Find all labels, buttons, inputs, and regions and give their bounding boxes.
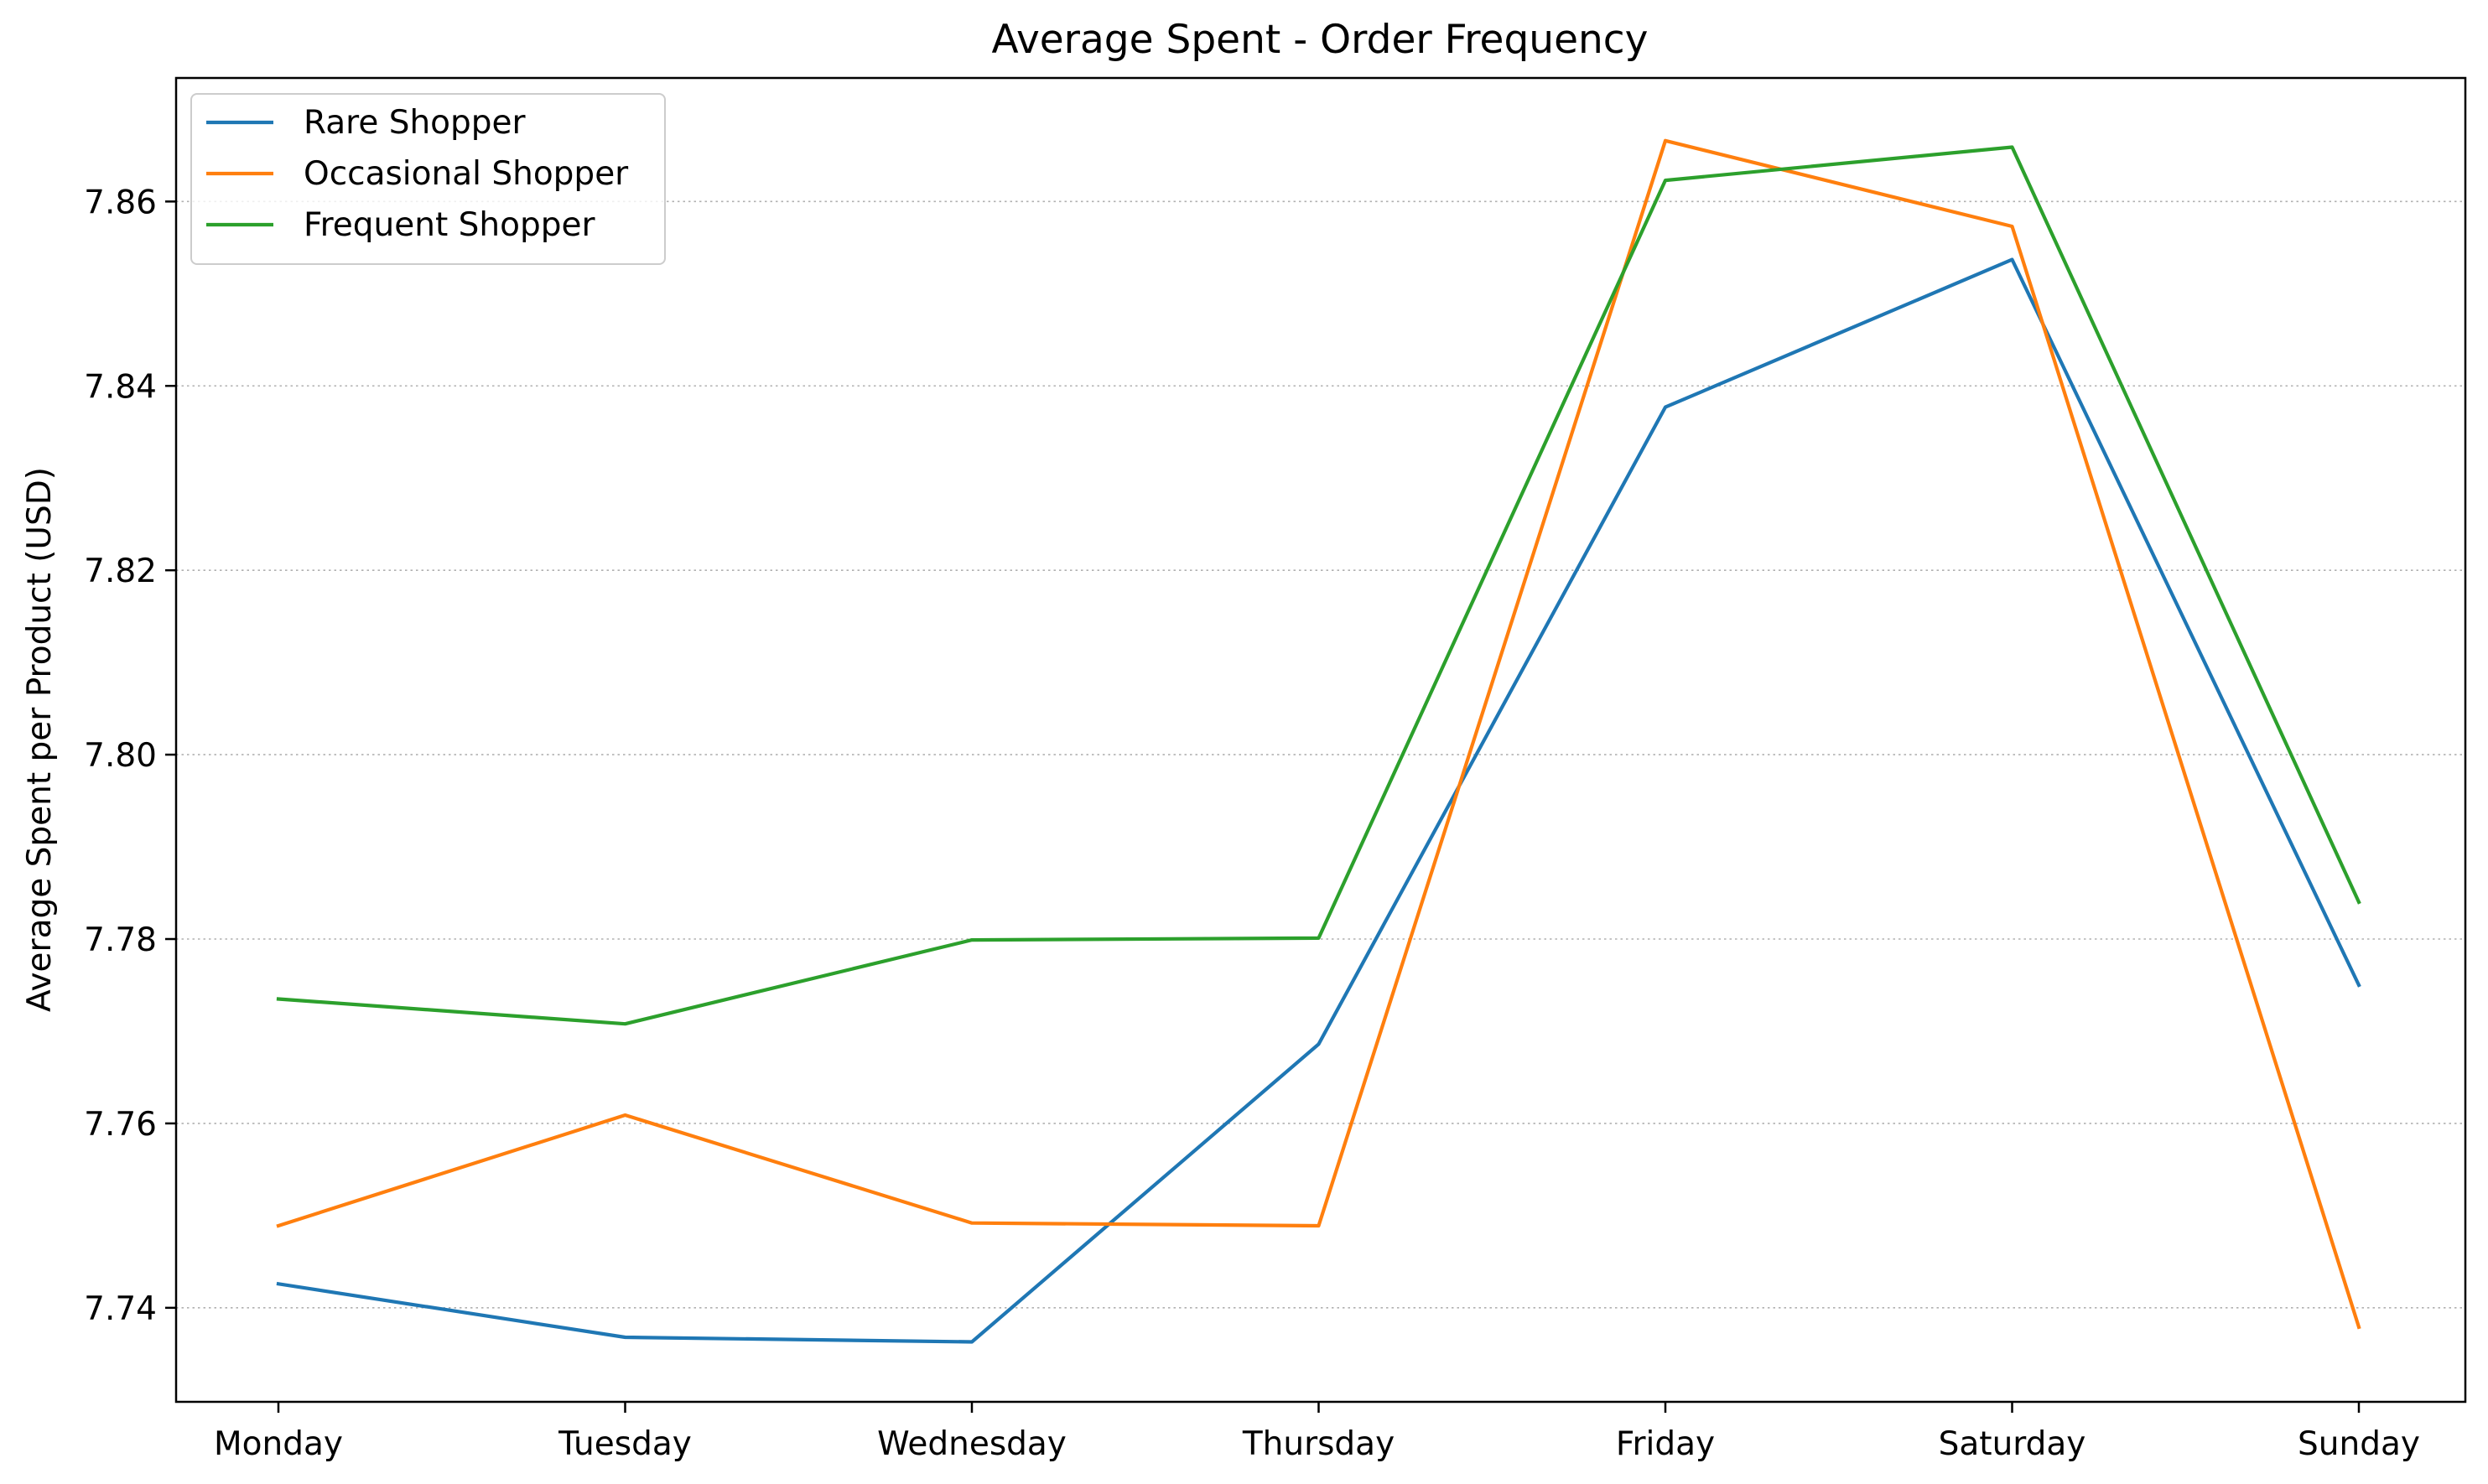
- chart-title: Average Spent - Order Frequency: [992, 17, 1649, 63]
- y-axis: 7.74 7.76 7.78 7.80 7.82 7.84 7.86: [84, 184, 176, 1328]
- x-tick-label: Sunday: [2298, 1425, 2420, 1463]
- y-tick-label: 7.78: [84, 921, 157, 959]
- legend-box: [190, 93, 666, 265]
- x-tick-label: Saturday: [1939, 1425, 2086, 1463]
- legend: Rare Shopper Occasional Shopper Frequent S…: [190, 93, 666, 265]
- y-tick-label: 7.84: [84, 368, 157, 406]
- series-line-occasional-shopper: [276, 138, 2361, 1330]
- y-axis-label: Average Spent per Product (USD): [21, 467, 59, 1012]
- x-tick-label: Thursday: [1242, 1425, 1395, 1463]
- x-tick-label: Friday: [1616, 1425, 1715, 1463]
- legend-label: Rare Shopper: [304, 104, 527, 142]
- y-tick-label: 7.82: [84, 553, 157, 590]
- y-tick-label: 7.76: [84, 1106, 157, 1144]
- legend-label: Frequent Shopper: [304, 206, 595, 244]
- x-tick-label: Wednesday: [877, 1425, 1067, 1463]
- series-lines: [276, 138, 2361, 1344]
- series-line-frequent-shopper: [276, 145, 2361, 1026]
- x-tick-label: Tuesday: [558, 1425, 692, 1463]
- legend-label: Occasional Shopper: [304, 155, 629, 193]
- y-tick-label: 7.74: [84, 1290, 157, 1328]
- x-tick-label: Monday: [214, 1425, 343, 1463]
- y-tick-label: 7.80: [84, 737, 157, 775]
- y-tick-label: 7.86: [84, 184, 157, 221]
- series-line-rare-shopper: [276, 257, 2361, 1344]
- plot-area-frame: [174, 76, 2467, 1404]
- x-axis: Monday Tuesday Wednesday Thursday Friday Satu…: [214, 1402, 2420, 1463]
- grid-lines: [176, 200, 2465, 1309]
